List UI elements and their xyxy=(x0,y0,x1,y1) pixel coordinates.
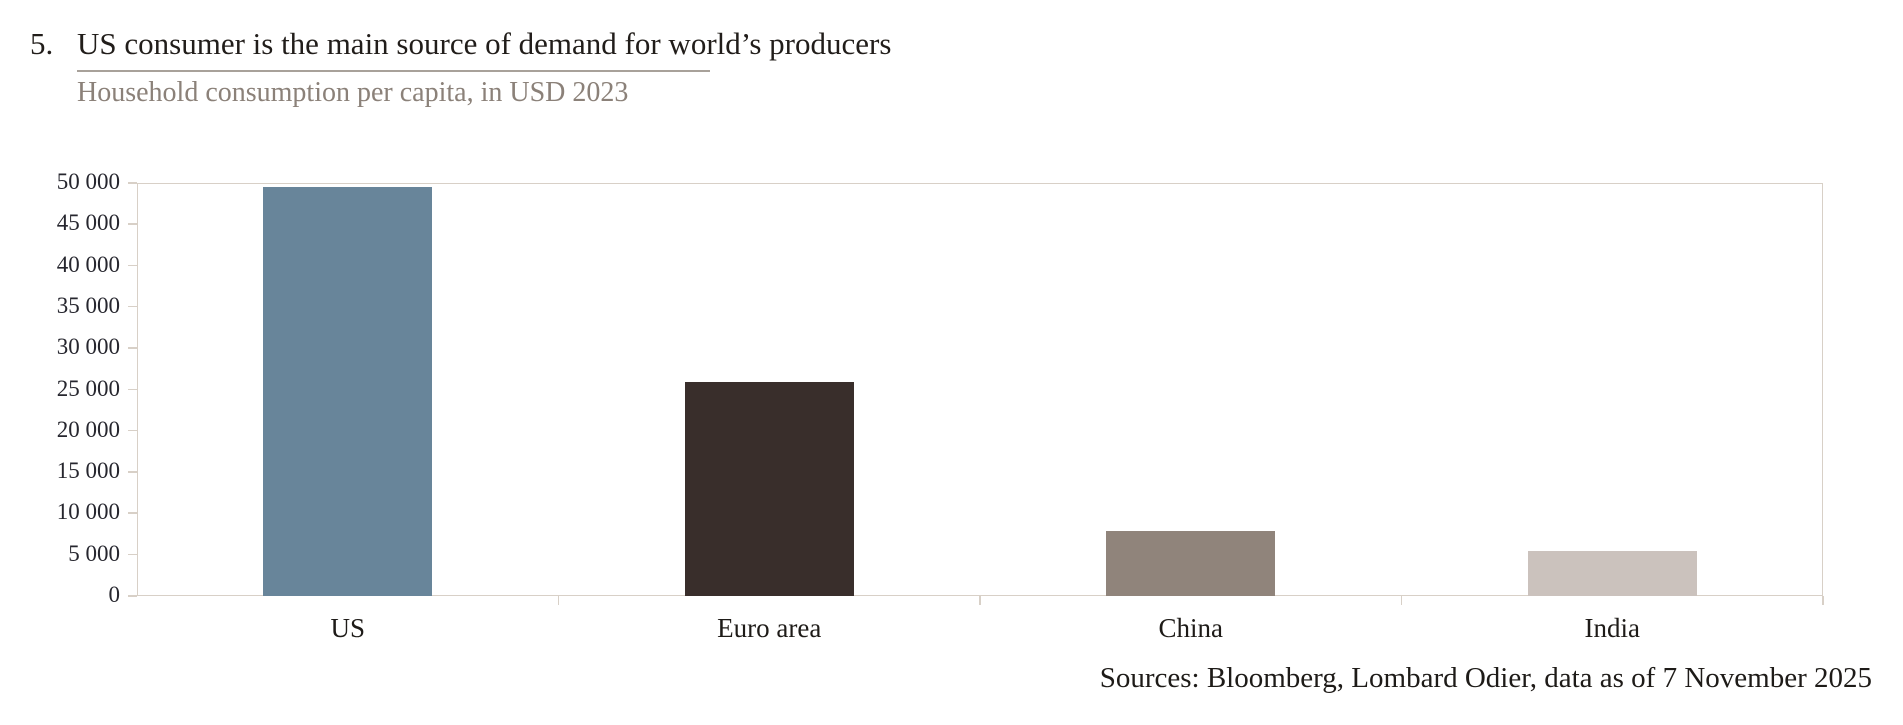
y-axis-tick xyxy=(128,429,137,432)
y-axis-tick xyxy=(128,182,137,184)
x-axis-tick xyxy=(1400,596,1402,605)
y-axis-tick-label: 15 000 xyxy=(56,458,120,484)
chart-subtitle: Household consumption per capita, in USD… xyxy=(77,77,629,108)
y-axis-tick xyxy=(128,512,137,514)
x-axis-tick xyxy=(557,596,559,605)
source-note: Sources: Bloomberg, Lombard Odier, data … xyxy=(1099,662,1872,694)
figure-number: 5. xyxy=(30,26,54,61)
y-axis-tick xyxy=(128,223,137,225)
bar-us xyxy=(263,187,433,596)
x-axis-tick xyxy=(1822,596,1824,605)
title-underline xyxy=(77,70,710,72)
y-axis-tick-label: 35 000 xyxy=(56,292,120,318)
x-axis-tick xyxy=(979,596,981,605)
x-axis-label-euro-area: Euro area xyxy=(717,613,822,643)
y-axis-tick xyxy=(128,595,137,597)
bar-euro-area xyxy=(684,382,854,596)
y-axis-tick-label: 25 000 xyxy=(56,375,120,401)
x-axis-label-us: US xyxy=(330,613,365,643)
chart-title: US consumer is the main source of demand… xyxy=(77,26,892,61)
y-axis-tick xyxy=(128,305,137,308)
y-axis-tick xyxy=(128,388,137,390)
y-axis-tick xyxy=(128,471,137,473)
y-axis-tick-label: 0 xyxy=(108,582,121,607)
y-axis-tick-label: 30 000 xyxy=(56,334,120,360)
y-axis-tick-label: 20 000 xyxy=(56,416,120,442)
y-axis-tick xyxy=(128,264,137,267)
x-axis-label-china: China xyxy=(1158,613,1224,643)
y-axis-tick-label: 50 000 xyxy=(56,169,120,194)
y-axis-tick-label: 10 000 xyxy=(56,499,120,525)
bar-india xyxy=(1527,551,1697,596)
bar-china xyxy=(1106,530,1276,596)
y-axis-tick xyxy=(128,347,137,349)
y-axis-tick-label: 40 000 xyxy=(56,251,120,277)
x-axis-label-india: India xyxy=(1584,613,1640,643)
y-axis-tick-label: 45 000 xyxy=(56,210,120,236)
y-axis-tick xyxy=(128,553,137,556)
y-axis-tick-label: 5 000 xyxy=(68,540,120,566)
